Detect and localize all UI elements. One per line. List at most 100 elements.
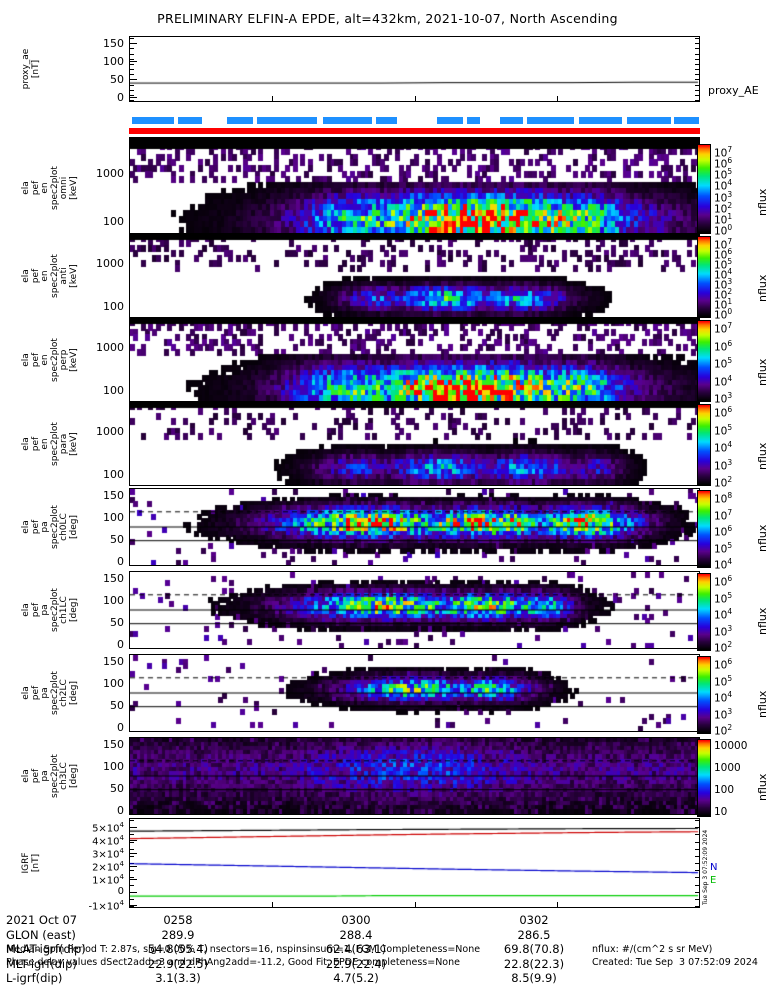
colorbar-tick-label: 101 [714,297,733,312]
panel-pa_ch3lc-ylabel: ela pef pa spec2plot ch3LC [deg] [21,737,79,815]
ytick-label: -1×104 [88,899,124,913]
xaxis-value-mlat-1: 62.4(63.1) [325,942,387,956]
colorbar-tick-label: 100 [714,223,733,238]
panel-pa_ch2lc-spectrogram [130,655,699,731]
ytick-label: 1000 [96,256,124,270]
ytick-label: 4×104 [92,834,124,848]
ylabel-line: [keV] [68,432,79,456]
ytick-label: 100 [103,511,124,524]
coverage-segment [626,117,672,124]
ylabel-line: ch0LC [59,513,69,541]
ylabel-line: spec2plot [49,671,60,715]
ytick-label: 50 [110,73,124,86]
colorbar-tick-label: 108 [714,491,733,506]
ylabel-line: pa [40,770,50,782]
colorbar-tick-label: 103 [714,623,733,639]
panel-proxy_ae-ylabel: proxy_ae [nT] [21,36,41,102]
footer-created-timestamp: Created: Tue Sep 3 07:52:09 2024 [592,957,758,968]
ylabel-line: pef [30,268,41,284]
ylabel-line: pef [30,436,41,452]
coverage-segment [674,117,700,124]
ylabel-line: [nT] [30,853,41,873]
colorbar-title: nflux [756,607,769,636]
ylabel-line: en [40,438,50,450]
panel-en_para-ylabel: ela pef en spec2plot para [keV] [21,402,79,486]
ylabel-line: pef [30,768,41,784]
ylabel-line: en [40,270,50,282]
igrf-legend-e: E [710,875,717,886]
xaxis-row-label-date: 2021 Oct 07 [6,913,78,927]
colorbar-title: nflux [756,690,769,719]
ylabel-line: spec2plot [49,338,60,382]
colorbar-title: nflux [756,773,769,802]
ylabel-line: [deg] [68,681,79,705]
ylabel-line: en [40,182,50,194]
ylabel-line: pef [30,519,41,535]
colorbar-pa_ch0lc [697,490,711,568]
ylabel-line: ela [21,520,31,534]
ytick-label: 100 [103,468,124,482]
panel-en_anti-ylabel: ela pef en spec2plot anti [keV] [21,234,79,318]
colorbar-title: nflux [756,524,769,553]
proxy-ae-right-label: proxy_AE [708,84,759,97]
ytick-label: 0 [117,91,124,104]
xaxis-value-mlt-0: 22.9(22.5) [147,956,209,971]
panel-en_perp-spectrogram [130,319,699,401]
ylabel-line: [nT] [30,59,41,79]
colorbar-tick-label: 106 [714,156,733,171]
ytick-label: 50 [110,782,124,795]
xaxis-value-date-2: 0302 [519,913,549,927]
colorbar-tick-label: 106 [714,338,733,354]
coverage-segment [437,117,464,124]
colorbar-tick-label: 105 [714,257,733,272]
colorbar-tick-label: 105 [714,673,733,689]
ytick-label: 100 [103,384,124,398]
colorbar-title: nflux [756,274,769,302]
xaxis-value-glon-2: 286.5 [517,927,551,942]
panel-pa_ch3lc-spectrogram [130,738,699,814]
xaxis-value-mlat-0: 54.8(55.4) [147,942,209,956]
xaxis-row-label-mlt: MLT-igrf(dip) [6,956,77,971]
colorbar-tick-label: 101 [714,211,733,227]
xaxis-value-mlat-2: 69.8(70.8) [503,942,565,956]
colorbar-tick-label: 104 [714,267,733,282]
colorbar-en_anti [697,236,711,318]
coverage-segment [467,117,480,124]
ytick-label: 100 [103,594,124,607]
ylabel-line: [keV] [68,348,79,372]
colorbar-pa_ch2lc [697,656,711,734]
coverage-segment [375,117,398,124]
colorbar-title: nflux [756,358,769,386]
xaxis-value-lshell-1: 4.7(5.2) [333,971,379,985]
xaxis-value-lshell-2: 8.5(9.9) [511,971,557,985]
ytick-label: 50 [110,533,124,546]
colorbar-tick-label: 107 [714,237,733,252]
proxy-ae-trace [130,37,699,101]
colorbar-tick-label: 103 [714,189,733,205]
ylabel-line: pef [30,180,41,196]
coverage-segment [257,117,318,124]
ytick-label: 1000 [96,166,124,180]
xaxis-row-label-glon: GLON (east) [6,927,76,942]
ylabel-line: ch3LC [59,762,69,790]
ylabel-line: pa [40,521,50,533]
colorbar-tick-label: 105 [714,356,733,371]
ylabel-line: ela [21,269,31,283]
data-coverage-bar-black [129,137,700,142]
ytick-label: 150 [103,37,124,50]
coverage-segment [178,117,203,124]
ylabel-line: ela [21,181,31,195]
ylabel-line: ela [21,769,31,783]
colorbar-title: nflux [756,188,769,217]
panel-pa_ch1lc-ylabel: ela pef pa spec2plot ch1LC [deg] [21,571,79,649]
ylabel-line: ch1LC [59,596,69,624]
igrf-traces [130,819,699,907]
ytick-label: 100 [103,677,124,690]
ylabel-line: anti [59,267,69,285]
ytick-label: 0 [117,804,124,817]
colorbar-tick-label: 102 [714,287,733,302]
colorbar-tick-label: 102 [714,723,733,738]
coverage-segment [526,117,575,124]
panel-pa_ch1lc-spectrogram [130,572,699,648]
footer-nflux-units: nflux: #/(cm^2 s sr MeV) [592,944,713,955]
